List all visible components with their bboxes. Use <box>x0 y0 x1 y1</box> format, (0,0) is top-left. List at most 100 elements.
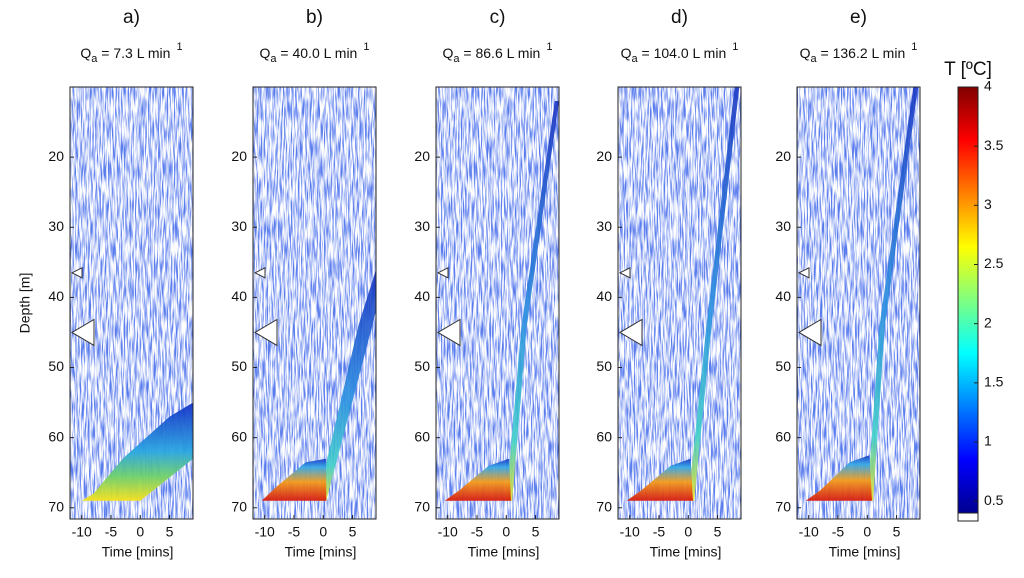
axes-frame <box>796 86 921 520</box>
y-tick-label: 40 <box>231 288 247 304</box>
y-tick-label: 30 <box>596 218 612 234</box>
heatmap <box>797 87 920 519</box>
heatmap <box>436 87 559 519</box>
y-tick-label: 60 <box>48 428 64 444</box>
plume <box>688 87 740 501</box>
marker-triangle <box>618 267 631 279</box>
colorbar-tick-label: 2 <box>984 314 992 330</box>
colorbar-tick-label: 3 <box>984 196 992 212</box>
y-tick-label: 70 <box>414 498 430 514</box>
flow-symbol: Q <box>443 45 454 61</box>
y-tick-label: 60 <box>414 428 430 444</box>
panel: 20 30 40 50 60 70 -10 -5 0 5 Time [mins] e) Qa = 136… <box>775 7 921 560</box>
y-tick-label: 70 <box>596 498 612 514</box>
colorbar-frame <box>957 86 979 522</box>
x-tick-label: -5 <box>105 524 118 540</box>
colorbar: 0.5 1 1.5 2 2.5 3 3.5 4T [ºC] <box>944 59 1004 522</box>
panel: 20 30 40 50 60 70 -10 -5 0 5 Time [mins] b) Qa = 40.… <box>231 7 377 560</box>
x-tick-label: 5 <box>166 524 174 540</box>
noise <box>797 87 920 519</box>
x-tick-label: -10 <box>620 524 640 540</box>
marker-triangle <box>436 267 449 279</box>
flow-text: = 136.2 L min <box>817 45 906 61</box>
x-tick-label: -5 <box>653 524 666 540</box>
heatmap <box>618 87 741 519</box>
flow-symbol: Q <box>80 45 91 61</box>
flow-subscript: a <box>811 53 818 65</box>
plume <box>317 269 376 501</box>
flow-superscript: 1 <box>363 41 369 53</box>
panel-label: a) <box>123 7 140 28</box>
flow-text: = 40.0 L min <box>277 45 358 61</box>
flow-subscript: a <box>453 53 460 65</box>
axes-frame <box>252 86 377 520</box>
flow-text: = 104.0 L min <box>638 45 727 61</box>
y-tick-label: 20 <box>414 148 430 164</box>
panel: 20 30 40 50 60 70 -10 -5 0 5 Time [mins] d) Qa = 104… <box>596 7 742 560</box>
y-tick-label: 70 <box>231 498 247 514</box>
flow-rate: Qa = 40.0 L min 1 <box>260 41 370 65</box>
flow-rate: Qa = 7.3 L min 1 <box>80 41 182 65</box>
y-tick-label: 70 <box>48 498 64 514</box>
x-axis-label: Time [mins] <box>650 544 722 560</box>
x-axis-label: Time [mins] <box>468 544 540 560</box>
x-tick-label: 5 <box>714 524 722 540</box>
axes-frame <box>69 86 194 520</box>
y-tick-label: 60 <box>775 428 791 444</box>
y-tick-label: 50 <box>231 358 247 374</box>
y-tick-label: 20 <box>48 148 64 164</box>
flow-text: = 86.6 L min <box>460 45 541 61</box>
colorbar-tick-label: 1.5 <box>984 374 1004 390</box>
flow-subscript: a <box>632 53 639 65</box>
y-axis-label: Depth [m] <box>17 273 33 334</box>
y-tick-label: 50 <box>596 358 612 374</box>
heatmap <box>70 87 193 519</box>
marker-triangle <box>254 318 278 347</box>
flow-superscript: 1 <box>732 41 738 53</box>
panel: 20 30 40 50 60 70 -10 -5 0 5 Time [mins] Depth [m] a… <box>17 7 194 560</box>
plume <box>261 458 327 501</box>
panel-label: b) <box>306 7 323 28</box>
y-tick-label: 30 <box>231 218 247 234</box>
y-tick-label: 20 <box>231 148 247 164</box>
y-tick-label: 40 <box>596 288 612 304</box>
y-tick-label: 40 <box>48 288 64 304</box>
noise <box>253 87 376 519</box>
y-tick-label: 60 <box>596 428 612 444</box>
colorbar-gradient <box>958 87 978 513</box>
y-tick-label: 30 <box>414 218 430 234</box>
flow-subscript: a <box>91 53 98 65</box>
plume <box>81 402 193 501</box>
marker-triangle <box>798 318 822 347</box>
x-tick-label: -10 <box>72 524 92 540</box>
flow-rate: Qa = 86.6 L min 1 <box>443 41 553 65</box>
heatmap <box>253 87 376 519</box>
plume <box>626 458 693 501</box>
x-tick-label: 0 <box>136 524 144 540</box>
flow-symbol: Q <box>621 45 632 61</box>
x-tick-label: 0 <box>502 524 510 540</box>
x-axis-label: Time [mins] <box>829 544 901 560</box>
colorbar-tick-label: 0.5 <box>984 492 1004 508</box>
colorbar-tick-label: 1 <box>984 433 992 449</box>
y-tick-label: 40 <box>414 288 430 304</box>
x-tick-label: -5 <box>288 524 301 540</box>
y-tick-label: 30 <box>775 218 791 234</box>
marker-triangle <box>797 267 810 279</box>
panel-label: e) <box>850 7 867 28</box>
x-tick-label: -10 <box>799 524 819 540</box>
marker-triangle <box>70 267 83 279</box>
colorbar-tick-label: 2.5 <box>984 255 1004 271</box>
colorbar-tick-label: 4 <box>984 78 992 94</box>
flow-text: = 7.3 L min <box>97 45 170 61</box>
x-tick-label: -10 <box>438 524 458 540</box>
y-tick-label: 30 <box>48 218 64 234</box>
marker-triangle <box>437 318 461 347</box>
axes-frame <box>435 86 560 520</box>
x-tick-label: 0 <box>863 524 871 540</box>
x-axis-label: Time [mins] <box>102 544 174 560</box>
flow-superscript: 1 <box>176 41 182 53</box>
flow-rate: Qa = 136.2 L min 1 <box>800 41 918 65</box>
x-tick-label: 0 <box>684 524 692 540</box>
